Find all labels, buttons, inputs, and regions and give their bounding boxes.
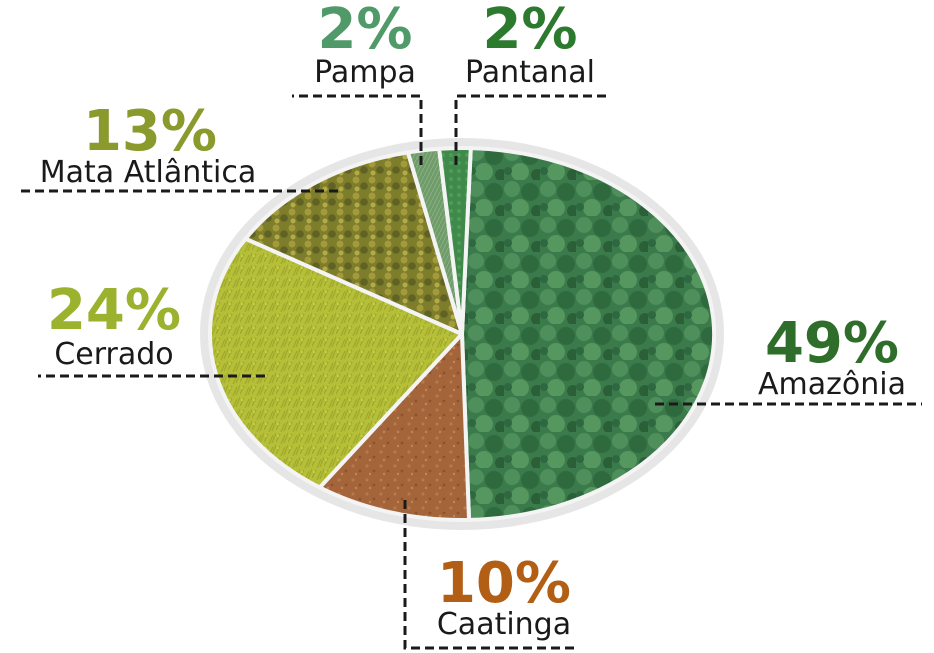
pie-slice-caatinga bbox=[317, 332, 472, 522]
pie-slices bbox=[208, 145, 717, 522]
slice-label-pantanal-value: 2% bbox=[482, 0, 577, 62]
slice-label-mata-atlantica-name: Mata Atlântica bbox=[40, 155, 256, 190]
slice-label-cerrado-name: Cerrado bbox=[54, 337, 173, 372]
slice-label-pampa-value: 2% bbox=[317, 0, 412, 62]
slice-label-amazonia-value: 49% bbox=[765, 311, 899, 376]
slice-label-caatinga-value: 10% bbox=[437, 551, 571, 616]
leader-line-pantanal bbox=[454, 94, 611, 165]
leader-line-caatinga bbox=[403, 500, 575, 650]
pie-slice-amazonia bbox=[460, 146, 717, 522]
slice-label-pantanal-name: Pantanal bbox=[465, 55, 595, 90]
slice-label-cerrado-value: 24% bbox=[47, 278, 181, 343]
leader-lines bbox=[18, 94, 922, 650]
pie-slice-cerrado bbox=[208, 236, 464, 490]
slice-label-mata-atlantica-value: 13% bbox=[83, 99, 217, 164]
leader-line-pampa bbox=[292, 94, 423, 165]
slice-label-caatinga-name: Caatinga bbox=[437, 607, 571, 642]
slice-label-pampa-name: Pampa bbox=[314, 55, 416, 90]
pie-slice-mata-atlantica bbox=[243, 150, 464, 336]
slice-label-amazonia-name: Amazônia bbox=[758, 367, 906, 402]
